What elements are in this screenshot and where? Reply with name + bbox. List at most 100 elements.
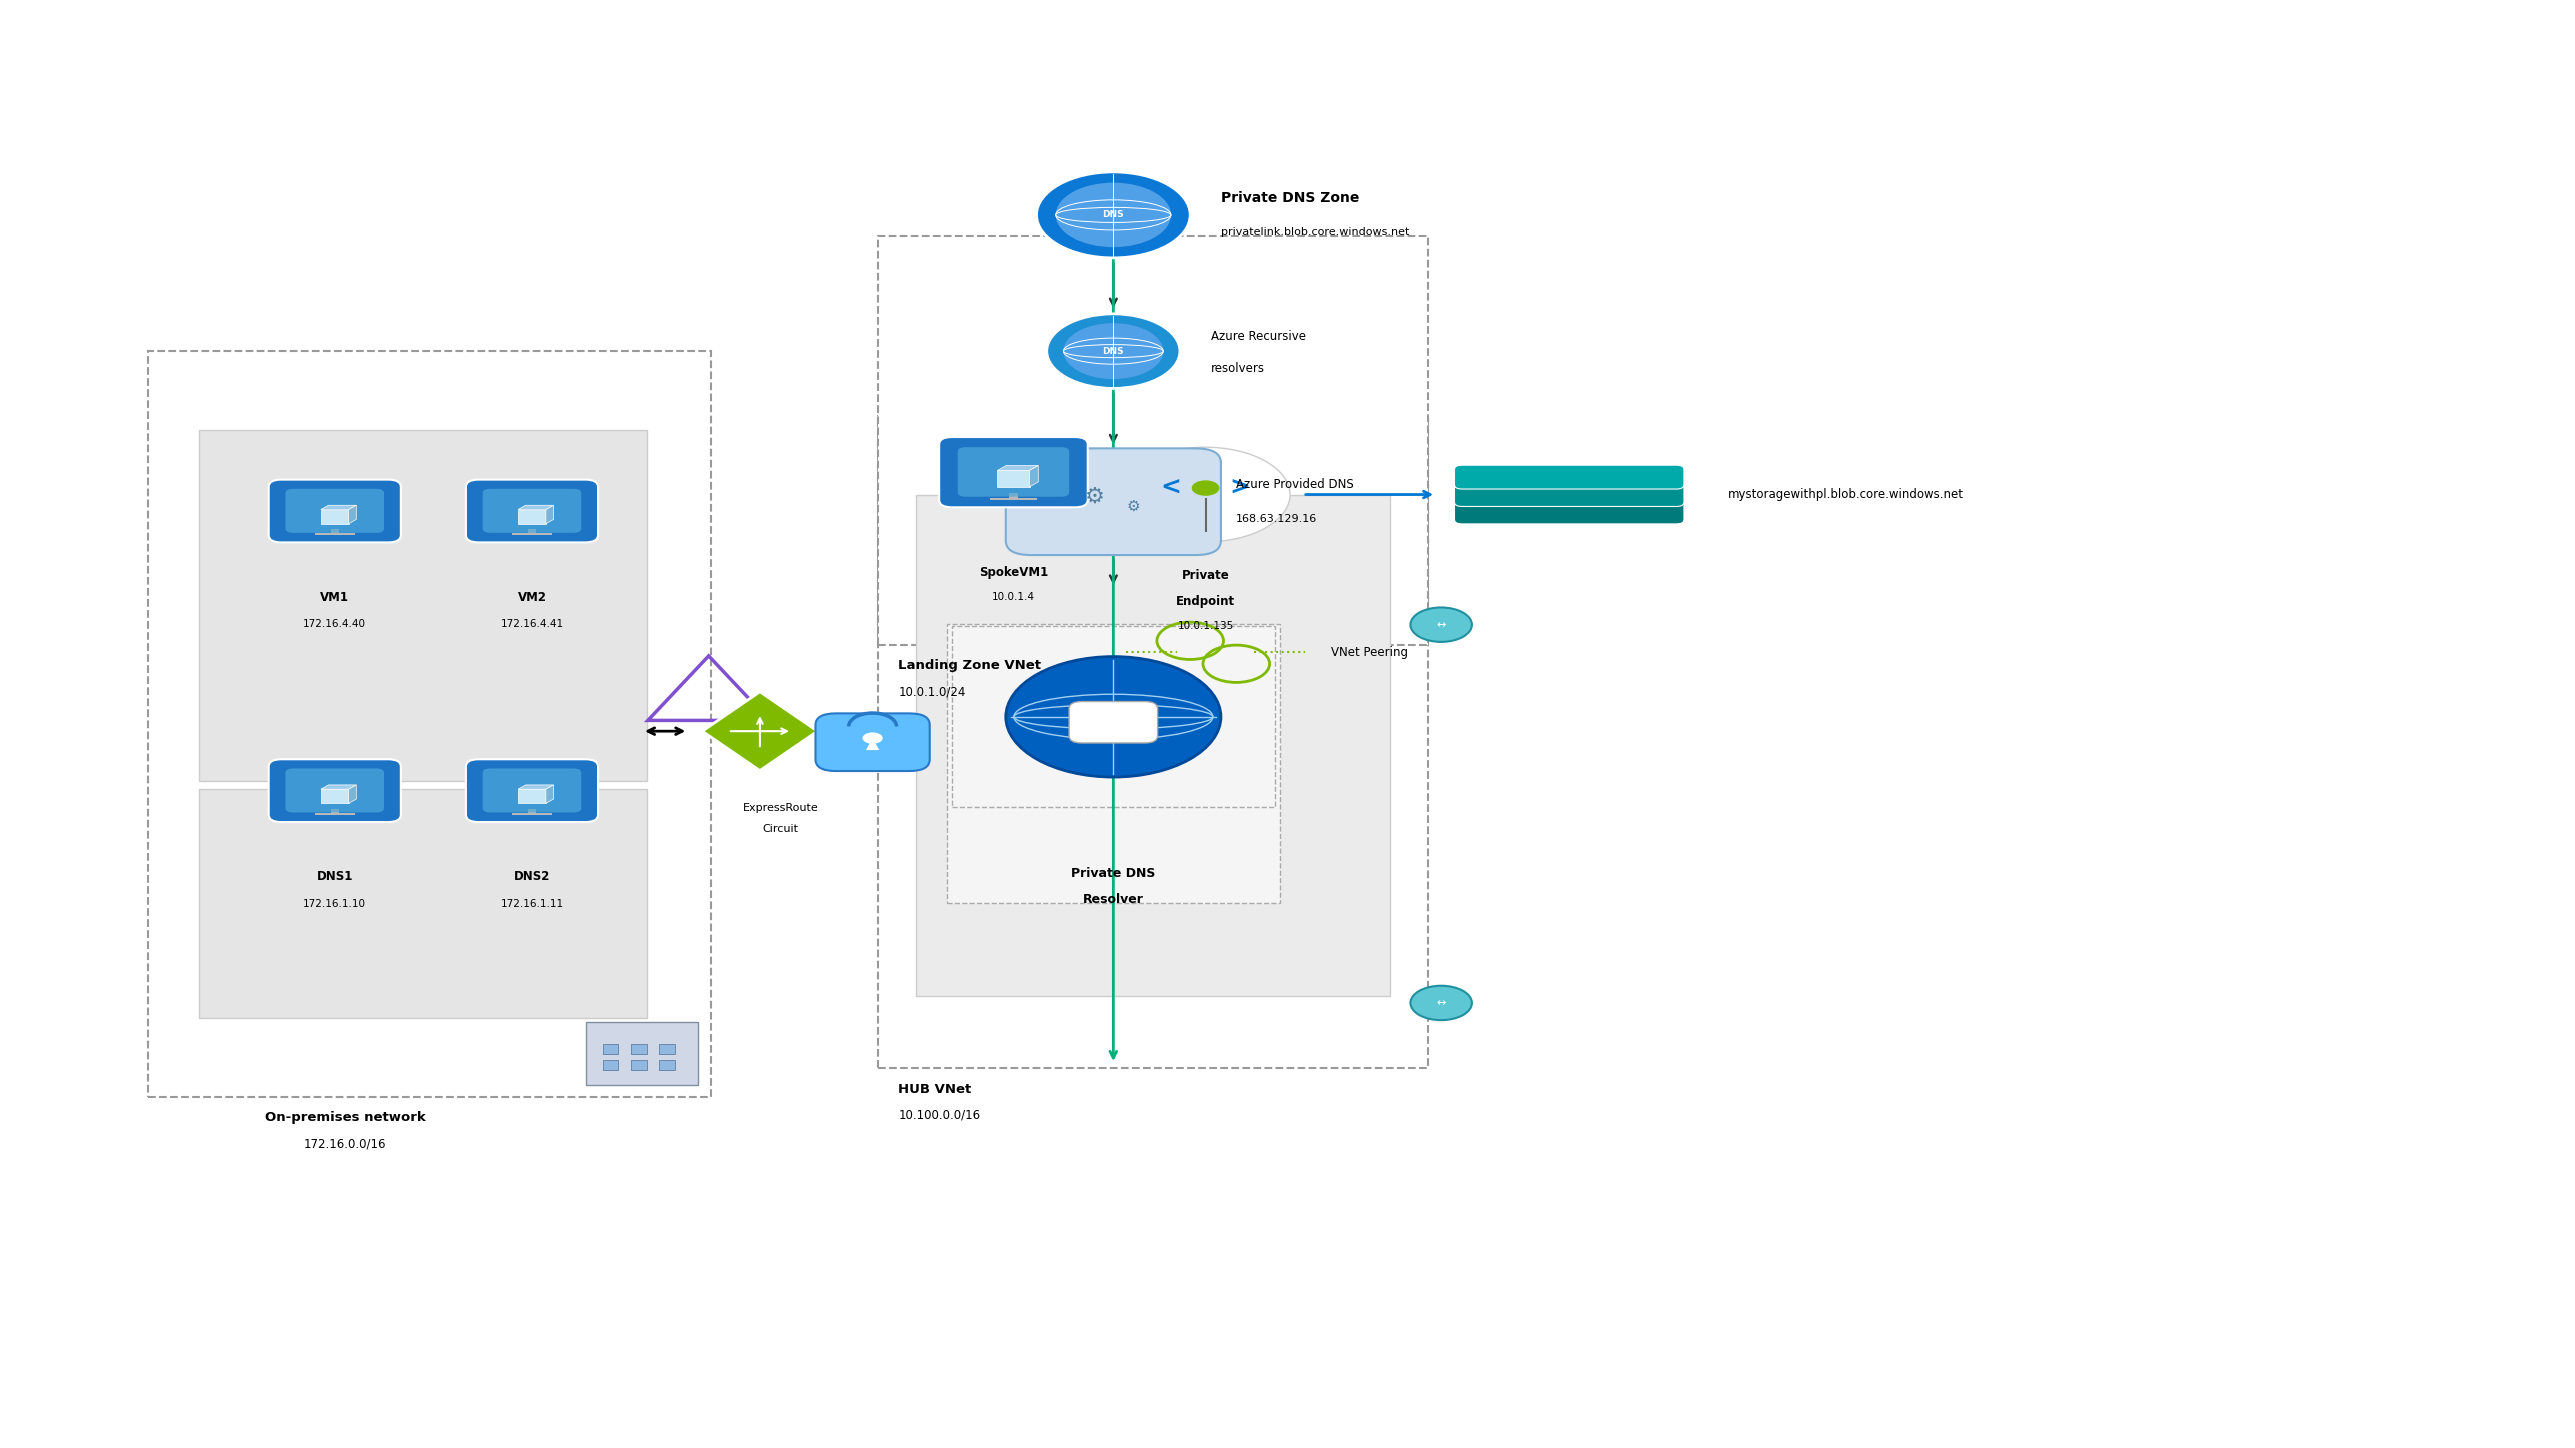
Text: privatelink.blob.core.windows.net: privatelink.blob.core.windows.net: [1221, 227, 1409, 237]
Polygon shape: [322, 785, 355, 789]
Bar: [198, 430, 646, 782]
Text: HUB VNet: HUB VNet: [899, 1083, 971, 1096]
FancyBboxPatch shape: [286, 489, 384, 533]
FancyBboxPatch shape: [816, 714, 930, 770]
Bar: [631, 1060, 646, 1070]
FancyBboxPatch shape: [482, 489, 582, 533]
FancyBboxPatch shape: [958, 447, 1069, 497]
Text: 172.16.0.0/16: 172.16.0.0/16: [304, 1137, 386, 1150]
Circle shape: [1056, 182, 1172, 248]
FancyBboxPatch shape: [466, 479, 597, 543]
Bar: [659, 1044, 675, 1054]
Circle shape: [1063, 323, 1164, 379]
Text: ⚙: ⚙: [1128, 498, 1141, 514]
Bar: [528, 809, 536, 815]
Circle shape: [1120, 447, 1290, 542]
Text: Private: Private: [1182, 569, 1228, 582]
Bar: [314, 533, 355, 534]
Bar: [330, 530, 340, 534]
Bar: [603, 1044, 618, 1054]
Text: SpokeVM1: SpokeVM1: [978, 566, 1048, 579]
Text: resolvers: resolvers: [1210, 362, 1264, 375]
FancyBboxPatch shape: [268, 759, 402, 822]
Text: <: <: [1161, 476, 1182, 500]
Text: 172.16.1.11: 172.16.1.11: [500, 899, 564, 909]
Text: Circuit: Circuit: [762, 824, 798, 834]
Circle shape: [1411, 608, 1473, 641]
FancyBboxPatch shape: [322, 510, 348, 524]
Text: DNS2: DNS2: [515, 870, 551, 883]
FancyBboxPatch shape: [1069, 701, 1159, 743]
Polygon shape: [348, 505, 355, 524]
Polygon shape: [865, 738, 878, 750]
FancyBboxPatch shape: [1007, 449, 1221, 555]
Bar: [198, 789, 646, 1018]
Text: DNS: DNS: [1102, 346, 1125, 356]
Text: DNS: DNS: [1102, 210, 1125, 220]
Bar: [659, 1060, 675, 1070]
FancyBboxPatch shape: [286, 769, 384, 812]
Text: 10.0.1.4: 10.0.1.4: [991, 592, 1035, 602]
Bar: [948, 624, 1280, 904]
Bar: [631, 1044, 646, 1054]
FancyBboxPatch shape: [1455, 500, 1684, 524]
Polygon shape: [546, 505, 554, 524]
Polygon shape: [546, 785, 554, 804]
Text: Azure Provided DNS: Azure Provided DNS: [1236, 478, 1354, 491]
Text: 10.0.1.0/24: 10.0.1.0/24: [899, 685, 966, 698]
FancyBboxPatch shape: [1455, 482, 1684, 507]
FancyBboxPatch shape: [322, 789, 348, 804]
Bar: [147, 350, 711, 1098]
Text: mystoragewithpl.blob.core.windows.net: mystoragewithpl.blob.core.windows.net: [1728, 488, 1965, 501]
Polygon shape: [1030, 466, 1038, 487]
Text: 168.63.129.16: 168.63.129.16: [1236, 514, 1318, 524]
Polygon shape: [348, 785, 355, 804]
Bar: [512, 812, 551, 815]
Text: VM2: VM2: [518, 591, 546, 604]
FancyBboxPatch shape: [482, 769, 582, 812]
Text: 172.16.4.40: 172.16.4.40: [304, 620, 366, 630]
FancyBboxPatch shape: [940, 437, 1087, 507]
Bar: [1009, 494, 1017, 500]
Bar: [528, 530, 536, 534]
Text: 172.16.1.10: 172.16.1.10: [304, 899, 366, 909]
Text: Azure Recursive: Azure Recursive: [1210, 330, 1306, 343]
FancyBboxPatch shape: [1455, 465, 1684, 489]
Circle shape: [1192, 481, 1221, 495]
Text: Private DNS Zone: Private DNS Zone: [1221, 191, 1360, 204]
Text: VNet Peering: VNet Peering: [1331, 646, 1409, 659]
Circle shape: [1038, 172, 1190, 258]
Bar: [585, 1022, 698, 1086]
FancyBboxPatch shape: [518, 510, 546, 524]
Bar: [878, 416, 1429, 1069]
FancyBboxPatch shape: [997, 471, 1030, 487]
Text: 10.100.0.0/16: 10.100.0.0/16: [899, 1108, 981, 1121]
Circle shape: [1411, 986, 1473, 1021]
Bar: [314, 812, 355, 815]
Text: 10.0.1.135: 10.0.1.135: [1177, 621, 1233, 631]
Polygon shape: [703, 692, 816, 770]
Text: ExpressRoute: ExpressRoute: [742, 802, 819, 812]
FancyBboxPatch shape: [466, 759, 597, 822]
Bar: [603, 1060, 618, 1070]
Text: On-premises network: On-premises network: [265, 1111, 425, 1124]
FancyBboxPatch shape: [268, 479, 402, 543]
Bar: [953, 627, 1275, 807]
Polygon shape: [518, 505, 554, 510]
Bar: [330, 809, 340, 815]
Circle shape: [1007, 656, 1221, 778]
Text: VM1: VM1: [319, 591, 350, 604]
Text: >: >: [1231, 476, 1251, 500]
Circle shape: [1048, 314, 1179, 388]
Text: ↔: ↔: [1437, 620, 1445, 630]
Text: 172.16.4.41: 172.16.4.41: [500, 620, 564, 630]
Bar: [878, 236, 1429, 646]
Text: Endpoint: Endpoint: [1177, 595, 1236, 608]
Bar: [512, 533, 551, 534]
Text: ↔: ↔: [1437, 998, 1445, 1008]
Text: Resolver: Resolver: [1084, 893, 1143, 906]
Bar: [917, 495, 1390, 996]
Text: Private DNS: Private DNS: [1071, 867, 1156, 880]
Polygon shape: [997, 466, 1038, 471]
Text: DNS1: DNS1: [317, 870, 353, 883]
